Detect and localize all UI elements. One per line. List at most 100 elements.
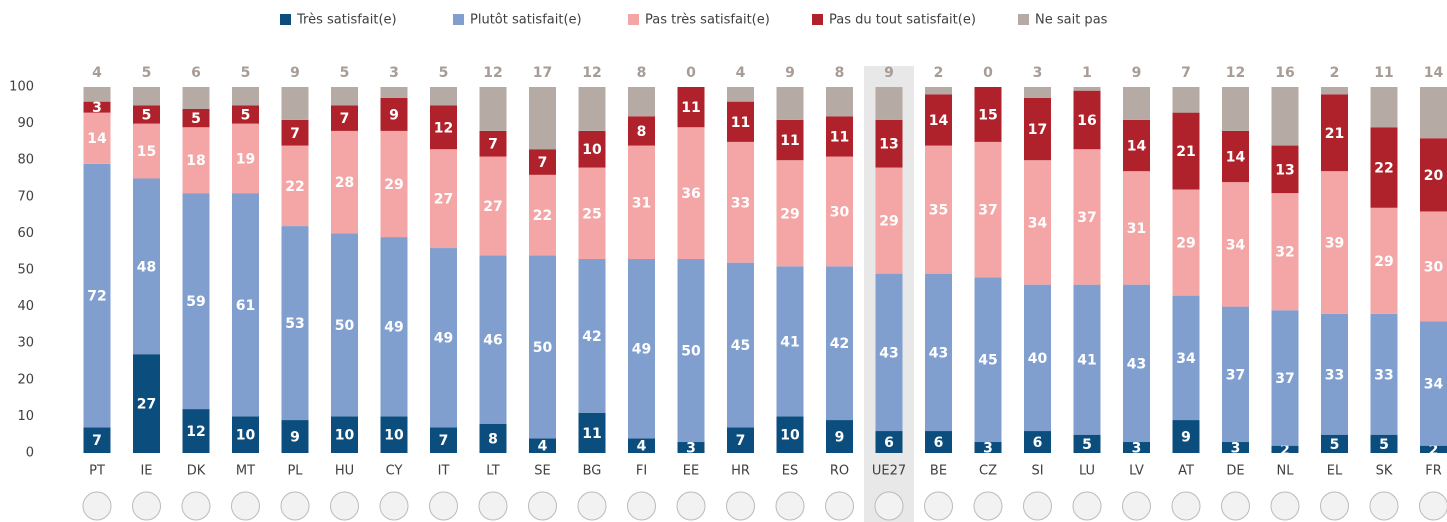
bar-segment [1123, 442, 1150, 453]
data-label: 22 [285, 179, 304, 195]
data-label: 37 [1226, 367, 1245, 383]
bar-segment [479, 87, 507, 131]
bar-segment [1024, 160, 1051, 285]
data-label: 29 [780, 206, 799, 222]
x-tick-label: IT [438, 464, 450, 479]
data-label: 35 [929, 203, 948, 219]
data-label: 29 [1374, 254, 1393, 270]
data-label: 9 [1132, 65, 1142, 81]
data-label: 5 [439, 65, 449, 81]
x-tick-label: EE [683, 464, 699, 479]
bar-segment [232, 87, 259, 106]
bar-segment [133, 178, 160, 355]
flag [973, 491, 1003, 521]
x-tick-label: DE [1226, 464, 1244, 479]
bar-segment [1222, 182, 1249, 307]
bar-segment [1370, 207, 1398, 314]
data-label: 5 [1379, 437, 1389, 453]
flag [1221, 491, 1250, 521]
x-tick-label: PT [89, 464, 105, 479]
bar-segment [182, 108, 210, 128]
data-label: 42 [830, 336, 849, 352]
bar-segment [380, 416, 408, 453]
bar-segment [1271, 193, 1299, 311]
data-label: 59 [186, 294, 205, 310]
data-label: 3 [389, 65, 399, 81]
data-label: 10 [236, 428, 256, 444]
bar-segment [83, 101, 111, 113]
x-tick-label: SK [1376, 464, 1393, 479]
flag [82, 491, 112, 521]
bar-segment [529, 174, 556, 256]
x-tick-label: HR [731, 464, 750, 479]
data-label: 41 [1077, 353, 1096, 369]
flag [231, 491, 260, 521]
bar-segment [727, 262, 754, 428]
data-label: 45 [978, 353, 997, 369]
bar-segment [1271, 87, 1299, 146]
data-label: 11 [582, 426, 601, 442]
flag [528, 491, 557, 521]
bar-segment [578, 167, 606, 260]
data-label: 37 [1275, 371, 1294, 387]
data-label: 27 [137, 397, 156, 413]
bar-segment [875, 167, 903, 274]
bar-segment [83, 427, 111, 453]
bar-segment [479, 156, 507, 256]
data-label: 22 [533, 208, 552, 224]
flag [181, 491, 211, 521]
bar-segment [133, 123, 160, 179]
flag [924, 491, 953, 521]
data-label: 29 [1176, 236, 1195, 252]
data-label: 42 [582, 329, 601, 345]
bar-segment [331, 87, 358, 106]
data-label: 5 [142, 107, 152, 123]
bar-segment [1222, 306, 1249, 443]
bar-segment [1321, 87, 1348, 95]
data-label: 11 [731, 115, 750, 131]
data-label: 5 [142, 65, 152, 81]
bar-segment [133, 105, 160, 124]
y-tick-label: 100 [9, 80, 34, 95]
data-label: 9 [290, 65, 300, 81]
data-label: 5 [1082, 437, 1092, 453]
data-label: 20 [1424, 168, 1444, 184]
data-label: 30 [830, 204, 850, 220]
data-label: 11 [780, 133, 799, 149]
x-tick-label: PL [287, 464, 303, 479]
data-label: 5 [191, 111, 201, 127]
data-label: 3 [983, 441, 993, 457]
bar-segment [1172, 112, 1200, 190]
bar-segment [232, 416, 259, 453]
bar-segment [529, 255, 556, 439]
data-label: 2 [1330, 65, 1340, 81]
data-label: 22 [1374, 161, 1393, 177]
bar-segment [1073, 87, 1101, 91]
data-label: 14 [1127, 139, 1147, 155]
data-label: 43 [879, 345, 898, 361]
data-label: 1 [1082, 65, 1092, 81]
flag [478, 491, 508, 521]
bar-segment [1222, 442, 1249, 453]
legend-label: Ne sait pas [1035, 13, 1108, 28]
data-label: 6 [1033, 435, 1043, 451]
data-label: 27 [434, 192, 453, 208]
bar-segment [727, 101, 754, 142]
legend-label: Très satisfait(e) [296, 13, 397, 28]
data-label: 9 [835, 430, 845, 446]
flag [627, 491, 656, 521]
flag [1419, 491, 1447, 521]
bar-segment [578, 130, 606, 168]
flag [1369, 491, 1399, 521]
bar-segment [1172, 189, 1200, 296]
flag [280, 491, 310, 521]
bar-segment [776, 160, 804, 267]
bar-segment [826, 87, 853, 117]
data-label: 7 [439, 433, 449, 449]
bar-segment [628, 87, 655, 117]
data-label: 7 [736, 433, 746, 449]
data-label: 4 [92, 65, 102, 81]
bar-segment [133, 354, 160, 453]
y-tick-label: 30 [17, 336, 34, 351]
bar-segment [281, 119, 309, 146]
